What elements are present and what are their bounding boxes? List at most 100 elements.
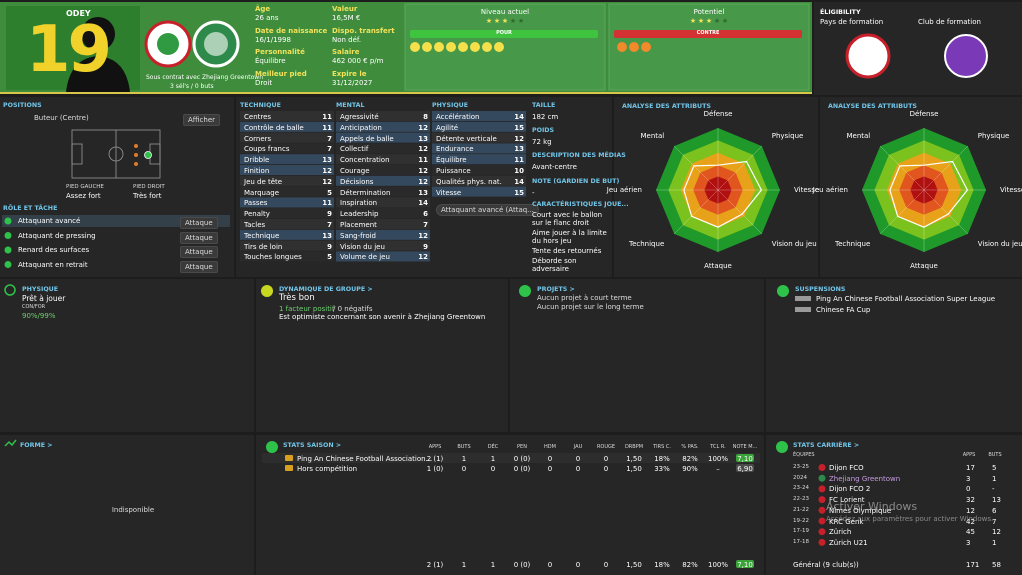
attribute-value: 12	[418, 167, 428, 175]
attribute-row	[240, 121, 334, 132]
role-icon	[4, 246, 12, 254]
apps: 17	[966, 464, 975, 472]
stat-cell: 82%	[682, 561, 698, 569]
section-title[interactable]: FORME >	[20, 442, 53, 449]
attribute-row	[336, 219, 430, 229]
column-header: TIRS C.	[653, 444, 671, 450]
duty-select[interactable]: Attaque	[180, 217, 218, 230]
duty-select[interactable]: Attaque	[180, 260, 218, 273]
info-label: Date de naissance	[255, 27, 328, 35]
panel	[0, 279, 254, 432]
level-label: Potentiel	[693, 8, 725, 16]
attribute-row	[336, 111, 430, 121]
role-icon	[4, 232, 12, 239]
stat-cell: 90%	[682, 465, 698, 473]
club[interactable]: Zürich	[829, 528, 852, 537]
role-select[interactable]: Attaquant avancé (Attaq...	[436, 204, 539, 217]
attribute-row	[336, 208, 430, 219]
stat-cell: 0	[490, 465, 496, 473]
contre-label: CONTRE	[696, 30, 720, 36]
status-icon	[519, 285, 531, 297]
stat-row	[262, 453, 760, 463]
column-header: DÉC	[487, 444, 499, 450]
attribute-row	[336, 121, 430, 132]
attribute-name: Corners	[244, 134, 272, 143]
attribute-value: 13	[322, 156, 332, 165]
season: 22-23	[793, 496, 809, 503]
apps: 3	[966, 474, 971, 483]
radar-axis	[717, 146, 762, 191]
info-value: 16/1/1998	[255, 36, 291, 44]
pitch-box	[71, 143, 83, 165]
apps: 42	[966, 517, 975, 526]
attribute-value: 6	[423, 210, 428, 219]
duty-select[interactable]: Attaque	[180, 231, 218, 244]
position-dot	[134, 162, 138, 166]
position-dot	[134, 153, 138, 157]
section-title: ANALYSE DES ATTRIBUTS	[622, 103, 711, 110]
status: Prêt à jouer	[22, 294, 66, 303]
goals: 12	[992, 528, 1001, 537]
attribute-name: Centres	[244, 113, 272, 121]
stat-cell: 7,10	[737, 561, 753, 569]
note: Est optimiste concernant son avenir à Zh…	[279, 313, 486, 321]
attribute-name: Leadership	[340, 210, 379, 219]
watermark-title: Activer Windows	[826, 500, 918, 513]
radar-label: Défense	[909, 110, 939, 118]
label: Pays de formation	[820, 18, 884, 26]
show-button[interactable]: Afficher	[183, 114, 221, 127]
stat-cell: 2 (1)	[426, 561, 444, 569]
attribute-name: Concentration	[340, 156, 390, 165]
radar-label: Vision du jeu	[977, 239, 1022, 248]
section-title[interactable]: STATS CARRIÈRE >	[793, 442, 860, 449]
attribute-row	[432, 111, 526, 121]
role-row-selected	[2, 215, 230, 227]
duty-select[interactable]: Attaque	[180, 246, 218, 259]
attribute-value: 7	[327, 221, 332, 229]
attribute-name: Qualités phys. nat.	[436, 177, 502, 186]
section-title[interactable]: DYNAMIQUE DE GROUPE >	[279, 286, 373, 293]
section-title: DESCRIPTION DES MÉDIAS	[532, 152, 626, 159]
section-title: CARACTÉRISTIQUES JOUE...	[532, 201, 629, 208]
attribute-value: 14	[514, 113, 524, 121]
attribute-name: Technique	[244, 231, 280, 240]
radar-label: Physique	[771, 132, 804, 141]
attribute-name: Agressivité	[340, 113, 379, 121]
club[interactable]: Dijon FCO	[829, 464, 864, 472]
club[interactable]: Dijon FCO 2	[829, 485, 871, 494]
radar-label: Défense	[703, 110, 733, 118]
foot-value: Très fort	[133, 192, 162, 200]
traits-list: Court avec le ballon sur le flanc droit A…	[532, 211, 610, 275]
info-value: 462 000 € p/m	[332, 57, 384, 65]
stat-cell: 0	[603, 465, 609, 473]
section-title[interactable]: STATS SAISON >	[283, 442, 342, 449]
radar-profile	[683, 160, 763, 228]
competition-icon	[285, 455, 293, 461]
club[interactable]: FC Lorient	[829, 496, 865, 505]
trait-icon	[458, 42, 468, 52]
club-icon	[818, 517, 826, 525]
position-dot	[134, 144, 138, 148]
club[interactable]: Zhejiang Greentown	[829, 474, 901, 483]
season: 19-22	[793, 517, 809, 524]
radar-axis	[880, 189, 925, 234]
attribute-value: 13	[514, 145, 524, 154]
panel	[766, 279, 1022, 432]
stat-cell: 1,50	[626, 455, 642, 463]
attribute-row	[336, 229, 430, 240]
radar-label: Jeu aérien	[606, 186, 642, 194]
section-title[interactable]: PROJETS >	[537, 286, 575, 293]
column-header: DRBPM	[624, 444, 644, 450]
attribute-name: Placement	[340, 221, 377, 229]
column-header: ÉQUIPES	[793, 452, 815, 458]
attribute-name: Puissance	[436, 167, 471, 175]
attribute-row	[336, 240, 430, 251]
club[interactable]: Nîmes Olympique	[829, 506, 892, 515]
club[interactable]: Zürich U21	[829, 538, 868, 547]
competition-icon	[285, 465, 293, 471]
attribute-name: Courage	[340, 167, 370, 175]
trait: Tente des retournés	[532, 247, 602, 256]
club[interactable]: KRC Genk	[829, 517, 864, 526]
radar-axis	[674, 146, 719, 191]
